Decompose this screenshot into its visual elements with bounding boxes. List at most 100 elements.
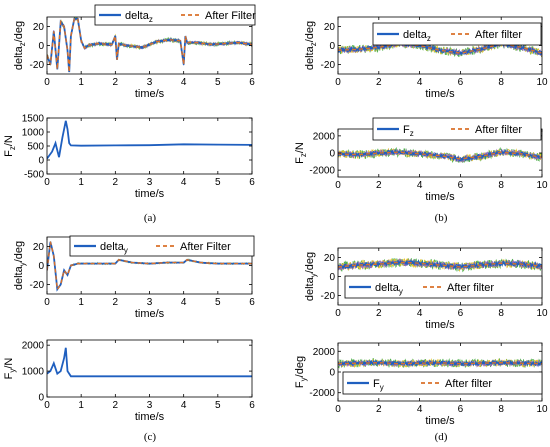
legend-box — [372, 117, 542, 141]
y-tick-label: 2000 — [313, 131, 336, 142]
y-tick-label: 2000 — [22, 341, 45, 352]
x-tick-label: 5 — [215, 77, 221, 88]
x-tick-label: 2 — [376, 77, 382, 88]
y-tick-label: 0 — [38, 261, 44, 272]
panel-label-d: (d) — [435, 431, 448, 443]
x-tick-label: 4 — [181, 400, 187, 411]
y-axis-label: deltaz/deg — [13, 21, 27, 70]
y-tick-label: -20 — [30, 280, 45, 291]
chart-a-top: 0 1 2 3 4 5 6 -20 0 20 time/s deltaz/deg deltaz After… — [13, 4, 256, 100]
y-tick-label: 20 — [324, 253, 336, 264]
y-tick-label: -2000 — [309, 388, 335, 399]
y-tick-label: 0 — [329, 368, 335, 379]
legend-label-raw: deltaz — [403, 29, 431, 43]
legend: deltay After Filter — [69, 235, 255, 257]
legend-label-filter: After filter — [475, 29, 522, 41]
legend: Fz After filter — [372, 117, 542, 141]
y-tick-label: -2000 — [309, 166, 335, 177]
legend-label-filter: After filter — [475, 124, 522, 136]
legend-label-filter: After Filter — [205, 10, 256, 22]
x-tick-label: 1 — [78, 77, 84, 88]
x-tick-label: 2 — [113, 177, 119, 188]
x-axis-label: time/s — [425, 88, 455, 100]
y-tick-label: 20 — [33, 22, 45, 33]
x-tick-label: 6 — [249, 177, 255, 188]
x-tick-label: 0 — [335, 308, 341, 319]
y-tick-label: 20 — [33, 242, 45, 253]
x-tick-label: 6 — [249, 297, 255, 308]
y-tick-label: 1000 — [22, 367, 45, 378]
panel-label-b: (b) — [435, 212, 448, 224]
x-tick-label: 2 — [376, 404, 382, 415]
y-tick-label: 1500 — [22, 114, 45, 125]
x-tick-label: 8 — [498, 308, 504, 319]
legend: deltaz After filter — [372, 22, 542, 46]
y-tick-label: 0 — [329, 41, 335, 52]
legend-label-raw: deltay — [375, 282, 403, 296]
y-tick-label: 0 — [38, 41, 44, 52]
legend-box — [94, 4, 256, 26]
x-axis-label: time/s — [425, 415, 455, 427]
series-line-raw — [47, 120, 252, 160]
x-tick-label: 10 — [536, 77, 548, 88]
x-tick-label: 4 — [181, 297, 187, 308]
panel-label-a: (a) — [144, 212, 157, 224]
legend: deltaz After Filter — [94, 4, 256, 26]
x-tick-label: 0 — [44, 77, 50, 88]
legend-label-raw: Fy — [373, 378, 384, 392]
x-tick-label: 6 — [249, 400, 255, 411]
x-tick-label: 2 — [113, 400, 119, 411]
x-tick-label: 10 — [536, 308, 548, 319]
x-tick-label: 0 — [335, 77, 341, 88]
series-group — [47, 120, 252, 160]
y-axis-label: Fz/N — [3, 135, 17, 157]
chart-c-top: 0 1 2 3 4 5 6 -20 0 20 time/s deltay/deg deltay After… — [13, 235, 255, 320]
x-tick-label: 3 — [147, 400, 153, 411]
y-tick-label: -20 — [321, 60, 336, 71]
y-tick-label: 0 — [329, 149, 335, 160]
x-tick-label: 6 — [458, 404, 464, 415]
series-line-raw — [47, 347, 252, 378]
series-group — [47, 17, 252, 73]
x-tick-label: 2 — [376, 308, 382, 319]
x-tick-label: 8 — [498, 404, 504, 415]
x-tick-label: 2 — [113, 297, 119, 308]
legend-box — [344, 275, 543, 299]
x-tick-label: 10 — [536, 404, 548, 415]
x-tick-label: 0 — [44, 177, 50, 188]
x-axis-label: time/s — [425, 191, 455, 203]
legend: deltay After filter — [344, 275, 543, 299]
x-axis-label: time/s — [135, 411, 165, 423]
y-tick-label: 0 — [38, 156, 44, 167]
x-tick-label: 8 — [498, 180, 504, 191]
series-line-filtered — [338, 361, 542, 365]
y-tick-label: -20 — [321, 291, 336, 302]
chart-b-top: 0 2 4 6 8 10 -20 0 20 time/s deltaz/deg deltaz After… — [304, 16, 548, 100]
series-line-filtered — [47, 18, 252, 73]
legend-label-filter: After filter — [445, 378, 492, 390]
x-tick-label: 2 — [113, 77, 119, 88]
legend-label-filter: After filter — [447, 282, 494, 294]
legend-label-filter: After Filter — [180, 241, 231, 253]
legend-label-raw: deltaz — [125, 10, 153, 24]
x-tick-label: 3 — [147, 77, 153, 88]
x-tick-label: 4 — [181, 77, 187, 88]
x-tick-label: 0 — [44, 297, 50, 308]
y-axis-label: deltay/deg — [304, 252, 318, 301]
x-axis-label: time/s — [135, 88, 165, 100]
x-tick-label: 6 — [458, 180, 464, 191]
y-tick-label: 500 — [27, 142, 44, 153]
legend-label-raw: deltay — [100, 241, 128, 255]
x-tick-label: 4 — [417, 77, 423, 88]
x-tick-label: 2 — [376, 180, 382, 191]
y-axis-label: Fy/deg — [294, 356, 308, 388]
x-axis-label: time/s — [425, 319, 455, 331]
y-axis-label: Fy/N — [3, 358, 17, 380]
series-group — [47, 241, 252, 292]
x-tick-label: 0 — [335, 180, 341, 191]
y-tick-label: 1000 — [22, 128, 45, 139]
x-tick-label: 6 — [249, 77, 255, 88]
